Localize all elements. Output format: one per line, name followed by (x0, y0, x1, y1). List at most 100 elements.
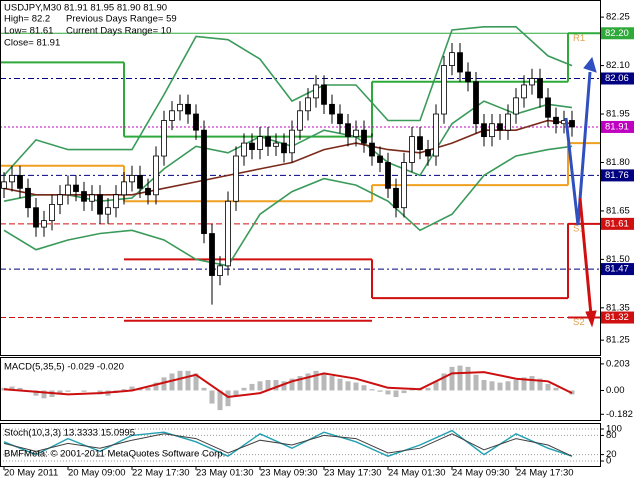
candle-body (57, 194, 63, 205)
candle-body (17, 175, 23, 189)
candle-body (313, 84, 319, 99)
macd-bar (33, 390, 39, 396)
x-tick-label: 22 May 17:30 (132, 468, 190, 479)
macd-bar (121, 389, 127, 391)
info-text: High= 82.2 (4, 14, 50, 25)
candle-body (97, 194, 103, 215)
macd-bar (425, 387, 431, 391)
info-text: Previous Days Range= 59 (66, 14, 177, 25)
macd-bar (225, 390, 231, 407)
candle-body (41, 220, 47, 228)
candle-body (377, 155, 383, 163)
candle-body (489, 123, 495, 138)
candle-body (505, 113, 511, 131)
candle-body (401, 162, 407, 209)
y-tick-label: 81.65 (606, 205, 630, 216)
candle-body (81, 191, 87, 202)
macd-bar (361, 385, 367, 391)
macd-bar (513, 379, 519, 391)
candle-body (169, 110, 175, 121)
candle-body (233, 155, 239, 202)
candle-body (145, 187, 151, 196)
stoch-panel-border (0, 423, 601, 467)
macd-bar (41, 390, 47, 399)
x-tick-label: 23 May 17:30 (324, 468, 382, 479)
level-label: 81.32 (605, 312, 629, 323)
y-tick-label: 81.25 (606, 335, 630, 346)
macd-bar (129, 386, 135, 391)
info-text: Close= 81.91 (4, 38, 60, 49)
candle-body (225, 200, 231, 267)
macd-bar (249, 383, 255, 391)
y-tick-label: -0.182 (606, 409, 633, 420)
y-tick-label: 0 (606, 456, 611, 467)
macd-bar (401, 390, 407, 394)
candle-body (441, 65, 447, 115)
level-label: 81.76 (605, 170, 629, 181)
macd-bar (521, 377, 527, 391)
level-label-box (601, 169, 634, 182)
candle-body (65, 184, 71, 196)
candle-body (337, 113, 343, 125)
candle-body (345, 123, 351, 138)
indicator-line (3, 145, 573, 267)
x-tick-label: 23 May 01:30 (196, 468, 254, 479)
candle-body (49, 204, 55, 222)
candle-body (457, 52, 463, 73)
projection-arrows (564, 56, 597, 328)
candle-body (89, 194, 95, 202)
candle-body (473, 81, 479, 125)
candle-body (33, 207, 39, 228)
macd-bar (177, 370, 183, 391)
macd-bar (313, 370, 319, 391)
macd-bar (497, 382, 503, 391)
candle-body (353, 129, 359, 138)
copyright: BMFMeta: © 2001-2011 MetaQuotes Software… (4, 449, 225, 460)
candle-body (281, 142, 287, 154)
candle-body (393, 187, 399, 209)
y-tick-label: 81.50 (606, 254, 630, 265)
red-arrow-head (585, 310, 597, 328)
y-tick-label: 81.95 (606, 109, 630, 120)
y-tick-label: 81.80 (606, 157, 630, 168)
candle-body (129, 175, 135, 183)
candle-body (417, 136, 423, 150)
candle-body (537, 78, 543, 99)
candle-body (1, 181, 7, 189)
macd-bar (545, 383, 551, 391)
macd-bar (465, 366, 471, 391)
candle-body (9, 175, 15, 183)
y-tick-label: 81.35 (606, 302, 630, 313)
macd-bar (57, 390, 63, 395)
level-label-box (601, 311, 634, 324)
candle-body (497, 123, 503, 131)
macd-bar (369, 389, 375, 391)
candle-body (201, 129, 207, 234)
macd-bar (273, 379, 279, 391)
macd-bar (209, 390, 215, 404)
panel-title: MACD(5,35,5) -0.029 -0.020 (4, 362, 124, 373)
macd-bar (193, 373, 199, 391)
macd-bar (9, 386, 15, 391)
macd-bar (217, 390, 223, 411)
candle-body (369, 142, 375, 157)
candle-body (265, 136, 271, 147)
main-panel-border (0, 0, 601, 356)
candle-body (521, 84, 527, 99)
candle-body (161, 120, 167, 157)
signal-line (3, 371, 573, 399)
candle-body (105, 207, 111, 215)
x-tick-label: 24 May 01:30 (388, 468, 446, 479)
macd-bar (529, 376, 535, 391)
candle-body (193, 113, 199, 131)
macd-panel-border (0, 357, 601, 421)
candle-body (121, 181, 127, 196)
macd-bar (329, 376, 335, 391)
level-label-box (601, 72, 634, 85)
x-tick-label: 20 May 2011 (4, 468, 58, 479)
candle-body (529, 78, 535, 86)
candle-body (433, 113, 439, 157)
level-label-box (601, 263, 634, 276)
candle-body (409, 136, 415, 163)
candle-body (25, 187, 31, 209)
